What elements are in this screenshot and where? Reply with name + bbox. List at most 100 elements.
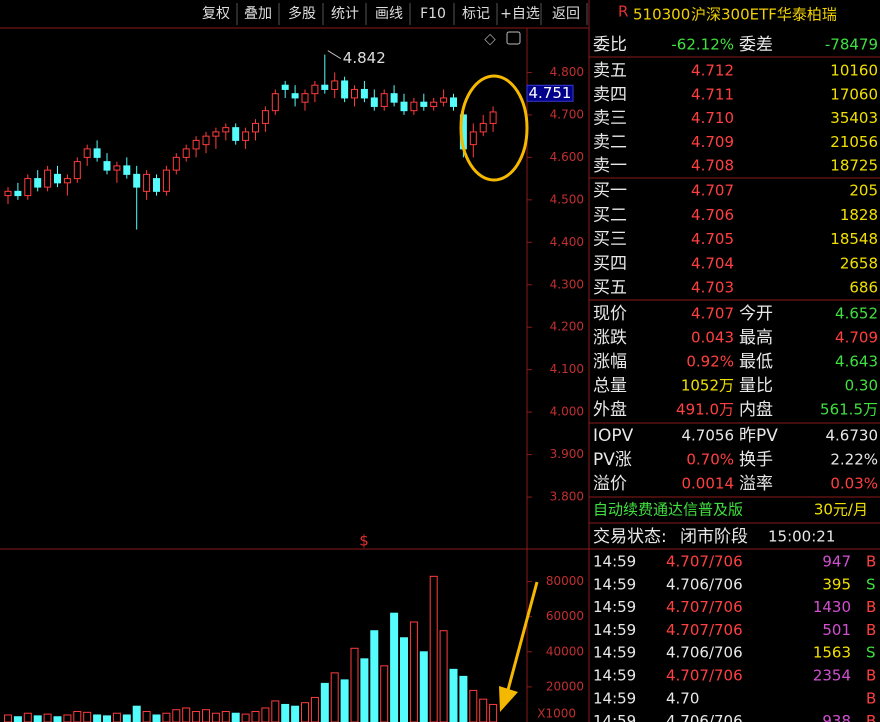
volume-bar	[4, 714, 12, 722]
level-volume: 21056	[830, 133, 878, 151]
volume-bar	[43, 713, 52, 722]
tick-time: 14:59	[593, 712, 636, 722]
volume-bar	[83, 711, 92, 722]
ad-price[interactable]: 30元/月	[814, 501, 868, 519]
y-tick-label: 4.000	[550, 405, 584, 419]
tick-volume: 1563	[813, 644, 851, 662]
candle-body	[73, 161, 81, 180]
row-value: 0.03%	[830, 475, 878, 493]
toolbar-button[interactable]: 统计	[331, 6, 359, 22]
candle-body	[182, 148, 190, 158]
volume-bar	[53, 716, 62, 722]
peak-leader	[327, 50, 342, 60]
tick-volume: 938	[822, 712, 851, 722]
row-label: 涨幅	[593, 352, 627, 372]
toolbar-button[interactable]: 返回	[552, 6, 580, 22]
candle-body	[261, 110, 269, 124]
row-value: -78479	[825, 36, 878, 54]
volume-bar	[400, 637, 408, 722]
row-value: 0.043	[691, 329, 734, 347]
candle-body	[93, 148, 101, 158]
row-value: 0.0014	[682, 475, 735, 493]
row-value: 4.643	[835, 353, 878, 371]
row-label: 溢价	[593, 474, 627, 494]
volume-bar	[459, 675, 468, 722]
row-label: 昨PV	[739, 426, 778, 446]
volume-bar	[409, 621, 418, 722]
row-value: 4.707	[691, 305, 734, 323]
icon-diamond[interactable]: ◇	[484, 30, 496, 48]
volume-bar	[182, 707, 191, 722]
volume-bar	[251, 710, 260, 722]
candle-body	[242, 131, 250, 141]
volume-bar	[449, 668, 458, 722]
row-value: 4.7056	[682, 427, 735, 445]
tick-side: B	[866, 553, 876, 571]
level-price: 4.704	[691, 254, 734, 272]
candle-body	[103, 161, 111, 171]
toolbar-button[interactable]: 标记	[462, 6, 490, 22]
volume-bar	[63, 714, 72, 722]
row-label: IOPV	[593, 426, 634, 446]
level-price: 4.712	[691, 62, 734, 80]
y-tick-label: 80000	[546, 574, 584, 588]
volume-bar	[429, 575, 438, 722]
volume-bar	[281, 703, 290, 722]
candle-body	[172, 156, 180, 171]
level-volume: 686	[849, 279, 878, 297]
ad-text[interactable]: 自动续费通达信普及版	[593, 501, 743, 519]
candle-body	[311, 84, 319, 95]
candle-body	[430, 101, 438, 107]
candle-body	[192, 139, 200, 150]
level-label: 买一	[593, 181, 627, 201]
unit-label: X1000	[537, 707, 576, 721]
y-tick-label: 4.800	[550, 65, 584, 79]
level-volume: 35403	[830, 109, 878, 127]
icon-window[interactable]	[506, 31, 521, 45]
level-label: 卖一	[593, 156, 627, 176]
row-label: 外盘	[593, 400, 627, 420]
tick-volume: 395	[822, 575, 851, 593]
volume-bar	[271, 700, 280, 722]
volume-bar	[152, 714, 161, 722]
candle-body	[351, 88, 358, 99]
peak-label: 4.842	[343, 49, 386, 67]
tick-side: B	[866, 689, 876, 707]
row-label: 涨跌	[593, 328, 627, 348]
volume-bar	[489, 703, 498, 722]
volume-bar	[301, 702, 309, 722]
volume-bar	[112, 712, 121, 722]
candle-body	[153, 178, 160, 192]
candle-body	[123, 165, 131, 175]
tick-volume: 1430	[813, 598, 851, 616]
level-volume: 18725	[830, 157, 878, 175]
tick-price: 4.706/706	[666, 712, 743, 722]
candle-body	[232, 127, 240, 141]
candle-body	[489, 111, 497, 124]
y-tick-label: 60000	[546, 609, 584, 623]
level-volume: 18548	[830, 230, 878, 248]
row-value: 1052万	[681, 377, 734, 395]
toolbar-button[interactable]: 画线	[375, 6, 403, 22]
level-label: 买五	[593, 278, 627, 298]
candle-body	[301, 93, 309, 103]
toolbar-button[interactable]: F10	[420, 6, 446, 22]
y-tick-label: 4.100	[550, 362, 584, 376]
row-label: 今开	[739, 304, 773, 324]
level-volume: 17060	[830, 85, 878, 103]
y-tick-label: 4.700	[550, 107, 584, 121]
tick-side: B	[866, 598, 876, 616]
volume-bar	[330, 672, 339, 722]
toolbar-button[interactable]: 多股	[288, 5, 316, 22]
row-label: PV涨	[593, 450, 632, 470]
y-tick-label: 3.800	[550, 490, 584, 504]
candle-body	[291, 93, 299, 99]
toolbar-button[interactable]: +自选	[500, 6, 540, 22]
row-value: 0.70%	[686, 451, 734, 469]
toolbar-button[interactable]: 叠加	[244, 6, 272, 22]
tick-volume: 2354	[813, 667, 851, 685]
row-label: 内盘	[739, 400, 773, 420]
tick-price: 4.707/706	[666, 598, 743, 616]
toolbar-button[interactable]: 复权	[202, 5, 230, 22]
